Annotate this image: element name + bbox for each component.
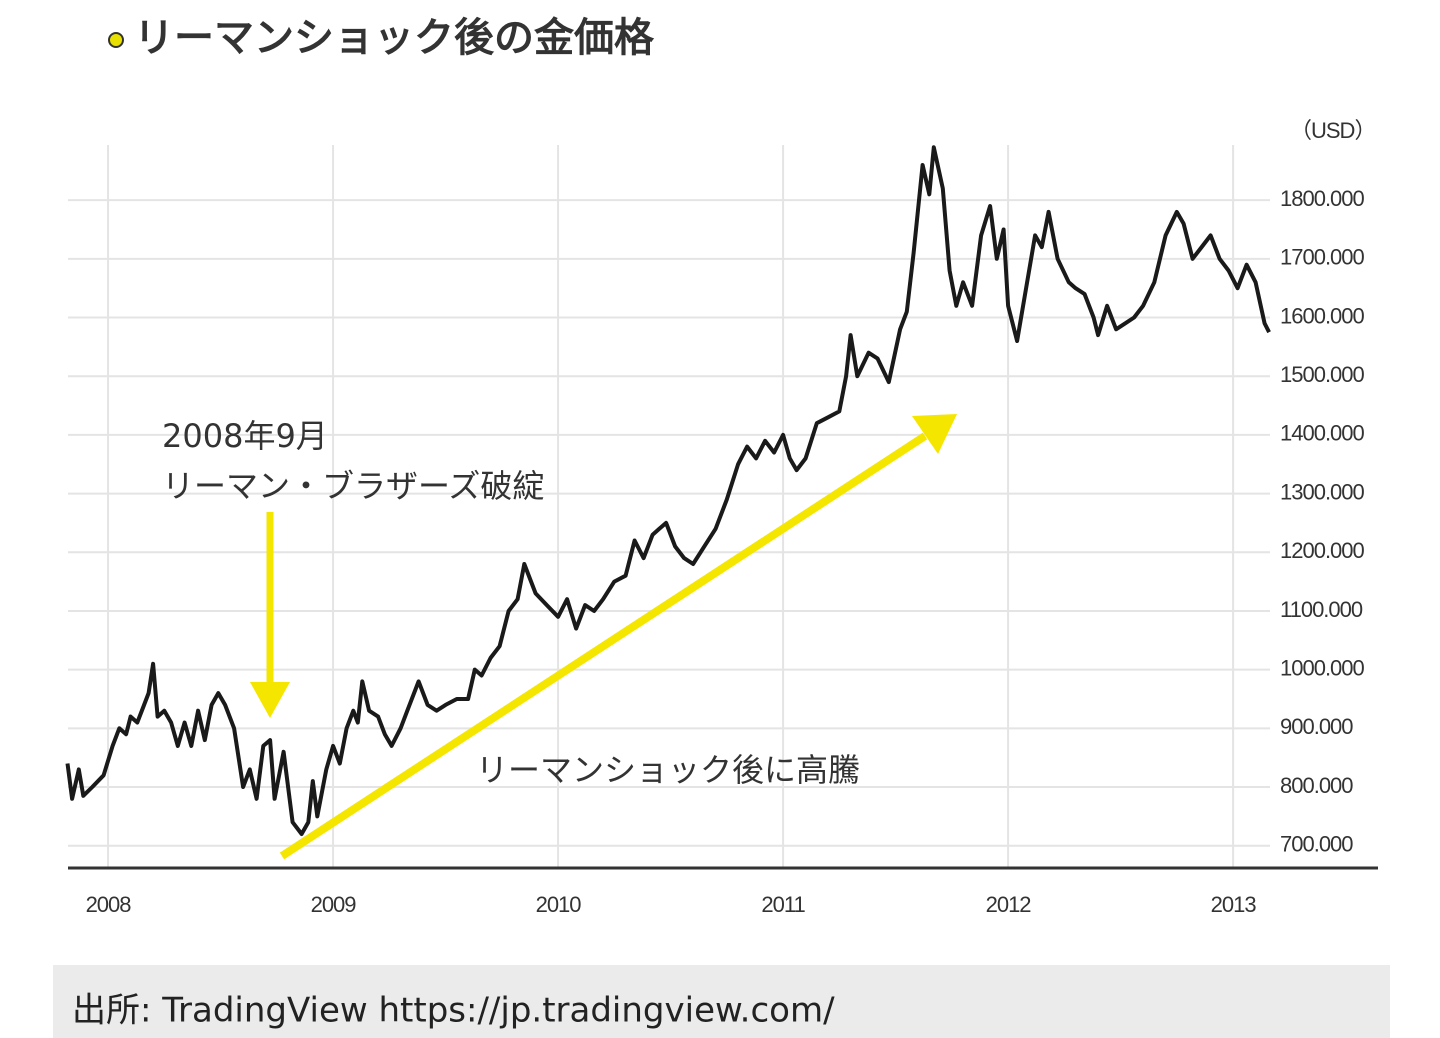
x-tick-label: 2013 [1211, 892, 1257, 917]
chart-title: リーマンショック後の金価格 [134, 15, 655, 61]
arrow-head [250, 682, 290, 718]
y-tick-label: 1700.000 [1280, 245, 1365, 270]
x-tick-label: 2010 [536, 892, 582, 917]
y-tick-label: 1400.000 [1280, 421, 1365, 446]
x-tick-label: 2009 [311, 892, 357, 917]
y-tick-label: 1100.000 [1280, 597, 1363, 622]
y-tick-label: 1200.000 [1280, 538, 1365, 563]
y-tick-label: 700.000 [1280, 832, 1353, 857]
y-tick-label: 1800.000 [1280, 186, 1365, 211]
y-tick-label: 1600.000 [1280, 303, 1365, 328]
annotation: 2008年9月 [162, 417, 328, 455]
arrow [279, 432, 928, 860]
x-tick-label: 2011 [761, 892, 805, 917]
price-line [65, 145, 1271, 836]
x-tick-label: 2012 [986, 892, 1032, 917]
annotation: リーマンショック後に高騰 [476, 751, 860, 789]
y-tick-label: 1500.000 [1280, 362, 1365, 387]
annotation: リーマン・ブラザーズ破綻 [162, 467, 544, 505]
y-tick-label: 800.000 [1280, 773, 1353, 798]
source-box [53, 965, 1390, 1038]
unit-label: （USD） [1290, 118, 1375, 143]
arrow-head [912, 414, 957, 454]
x-tick-label: 2008 [86, 892, 132, 917]
y-tick-label: 1000.000 [1280, 655, 1365, 680]
title-bullet [108, 32, 124, 48]
plot [65, 145, 1271, 836]
source: 出所: TradingView https://jp.tradingview.c… [72, 991, 835, 1031]
y-tick-label: 900.000 [1280, 714, 1353, 739]
y-tick-label: 1300.000 [1280, 479, 1365, 504]
